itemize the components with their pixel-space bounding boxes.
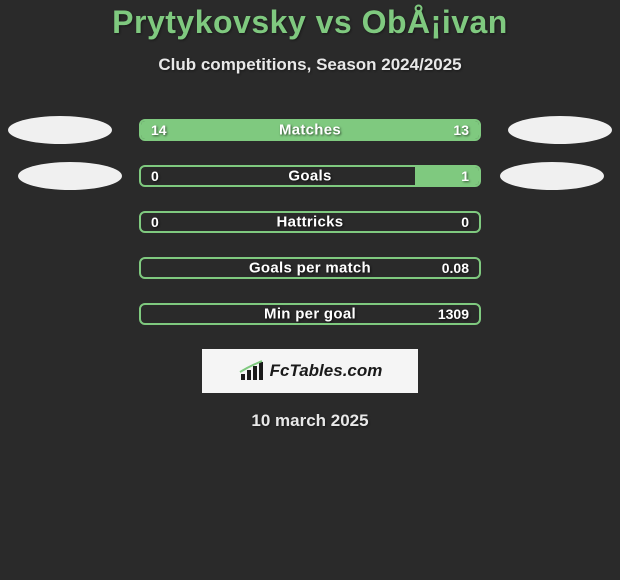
stat-bar: 0 Hattricks 0 [139, 211, 481, 233]
source-logo: FcTables.com [202, 349, 418, 393]
player-left-avatar-placeholder [18, 162, 122, 190]
stat-row-min-per-goal: Min per goal 1309 [0, 303, 620, 325]
source-logo-text: FcTables.com [270, 361, 383, 381]
player-left-avatar-placeholder [8, 116, 112, 144]
stat-row-hattricks: 0 Hattricks 0 [0, 211, 620, 233]
stat-label: Min per goal [141, 306, 479, 323]
bar-chart-icon [238, 360, 266, 382]
page-title: Prytykovsky vs ObÅ¡ivan [112, 4, 508, 41]
stat-right-value: 1 [461, 168, 469, 184]
comparison-infographic: Prytykovsky vs ObÅ¡ivan Club competition… [0, 0, 620, 431]
player-right-avatar-placeholder [508, 116, 612, 144]
stat-bar: 0 Goals 1 [139, 165, 481, 187]
stat-bar: Min per goal 1309 [139, 303, 481, 325]
stat-row-matches: 14 Matches 13 [0, 119, 620, 141]
page-subtitle: Club competitions, Season 2024/2025 [158, 55, 461, 75]
stat-bar: 14 Matches 13 [139, 119, 481, 141]
stat-label: Goals per match [141, 260, 479, 277]
stat-rows: 14 Matches 13 0 Goals 1 0 Hattricks [0, 119, 620, 325]
date-label: 10 march 2025 [251, 411, 368, 431]
stat-bar: Goals per match 0.08 [139, 257, 481, 279]
stat-row-goals: 0 Goals 1 [0, 165, 620, 187]
player-right-avatar-placeholder [500, 162, 604, 190]
stat-right-value: 0.08 [442, 260, 469, 276]
stat-label: Hattricks [141, 214, 479, 231]
stat-label: Matches [141, 122, 479, 139]
stat-row-goals-per-match: Goals per match 0.08 [0, 257, 620, 279]
stat-right-value: 13 [453, 122, 469, 138]
stat-label: Goals [141, 168, 479, 185]
stat-right-value: 1309 [438, 306, 469, 322]
stat-right-value: 0 [461, 214, 469, 230]
